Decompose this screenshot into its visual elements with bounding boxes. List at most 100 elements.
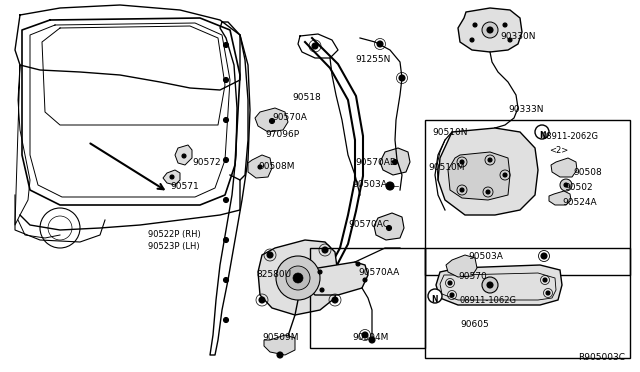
Bar xyxy=(425,248,630,358)
Circle shape xyxy=(223,317,228,323)
Polygon shape xyxy=(448,152,510,200)
Circle shape xyxy=(487,282,493,288)
Circle shape xyxy=(482,277,498,293)
Text: 08911-2062G: 08911-2062G xyxy=(542,132,599,141)
Text: 90502: 90502 xyxy=(564,183,593,192)
Text: 82580U: 82580U xyxy=(256,270,291,279)
Text: 90503A: 90503A xyxy=(352,180,387,189)
Text: 90570AC: 90570AC xyxy=(348,220,389,229)
Text: 90523P (LH): 90523P (LH) xyxy=(148,242,200,251)
Circle shape xyxy=(486,190,490,194)
Text: 90570: 90570 xyxy=(458,272,487,281)
Circle shape xyxy=(487,27,493,33)
Polygon shape xyxy=(436,265,562,305)
Circle shape xyxy=(223,157,228,163)
Text: 90510M: 90510M xyxy=(428,163,465,172)
Polygon shape xyxy=(308,262,368,295)
Circle shape xyxy=(386,182,394,190)
Text: N: N xyxy=(539,131,545,140)
Circle shape xyxy=(320,288,324,292)
Circle shape xyxy=(223,42,228,48)
Text: N: N xyxy=(432,295,438,304)
Circle shape xyxy=(503,173,507,177)
Circle shape xyxy=(170,175,174,179)
Text: 90503A: 90503A xyxy=(468,252,503,261)
Circle shape xyxy=(267,252,273,258)
Circle shape xyxy=(369,337,375,343)
Circle shape xyxy=(503,23,507,27)
Text: 90522P (RH): 90522P (RH) xyxy=(148,230,201,239)
Text: 90518: 90518 xyxy=(292,93,321,102)
Text: <2>: <2> xyxy=(549,146,568,155)
Circle shape xyxy=(392,160,397,164)
Circle shape xyxy=(322,247,328,253)
Circle shape xyxy=(387,225,392,231)
Circle shape xyxy=(277,352,283,358)
Text: 90605: 90605 xyxy=(460,320,489,329)
Circle shape xyxy=(473,23,477,27)
Text: R905003C: R905003C xyxy=(578,353,625,362)
Polygon shape xyxy=(374,213,404,240)
Polygon shape xyxy=(264,335,295,355)
Bar xyxy=(310,248,425,348)
Circle shape xyxy=(312,43,318,49)
Text: 90509M: 90509M xyxy=(262,333,298,342)
Circle shape xyxy=(508,38,512,42)
Text: 90524A: 90524A xyxy=(562,198,596,207)
Circle shape xyxy=(293,273,303,283)
Polygon shape xyxy=(163,170,180,185)
Polygon shape xyxy=(458,8,522,52)
Circle shape xyxy=(258,165,262,169)
Circle shape xyxy=(223,118,228,122)
Text: 97096P: 97096P xyxy=(265,130,299,139)
Text: 90570AA: 90570AA xyxy=(358,268,399,277)
Circle shape xyxy=(428,289,442,303)
Circle shape xyxy=(541,253,547,259)
Circle shape xyxy=(363,278,367,282)
Polygon shape xyxy=(551,158,577,177)
Circle shape xyxy=(223,198,228,202)
Circle shape xyxy=(399,75,405,81)
Circle shape xyxy=(482,22,498,38)
Text: 90594M: 90594M xyxy=(352,333,388,342)
Circle shape xyxy=(318,270,322,274)
Circle shape xyxy=(182,154,186,158)
Text: 90508: 90508 xyxy=(573,168,602,177)
Circle shape xyxy=(223,278,228,282)
Circle shape xyxy=(356,262,360,266)
Polygon shape xyxy=(380,148,410,175)
Circle shape xyxy=(450,293,454,297)
Circle shape xyxy=(286,266,310,290)
Polygon shape xyxy=(255,108,288,132)
Polygon shape xyxy=(175,145,192,165)
Circle shape xyxy=(362,332,368,338)
Circle shape xyxy=(269,119,275,124)
Circle shape xyxy=(460,188,464,192)
Polygon shape xyxy=(258,240,338,315)
Text: 91255N: 91255N xyxy=(355,55,390,64)
Text: 90572: 90572 xyxy=(192,158,221,167)
Circle shape xyxy=(448,281,452,285)
Circle shape xyxy=(488,158,492,162)
Polygon shape xyxy=(438,128,538,215)
Circle shape xyxy=(460,160,464,164)
Text: 90508M: 90508M xyxy=(258,162,294,171)
Polygon shape xyxy=(549,191,571,205)
Circle shape xyxy=(543,278,547,282)
Circle shape xyxy=(259,297,265,303)
Circle shape xyxy=(332,297,338,303)
Circle shape xyxy=(470,38,474,42)
Polygon shape xyxy=(446,255,477,277)
Circle shape xyxy=(377,41,383,47)
Circle shape xyxy=(223,77,228,83)
Bar xyxy=(425,120,630,275)
Circle shape xyxy=(276,256,320,300)
Polygon shape xyxy=(248,155,272,178)
Circle shape xyxy=(546,291,550,295)
Text: 90570A: 90570A xyxy=(272,113,307,122)
Text: 90571: 90571 xyxy=(170,182,199,191)
Text: 90570AB: 90570AB xyxy=(355,158,396,167)
Circle shape xyxy=(560,179,572,191)
Circle shape xyxy=(535,125,549,139)
Circle shape xyxy=(564,183,568,187)
